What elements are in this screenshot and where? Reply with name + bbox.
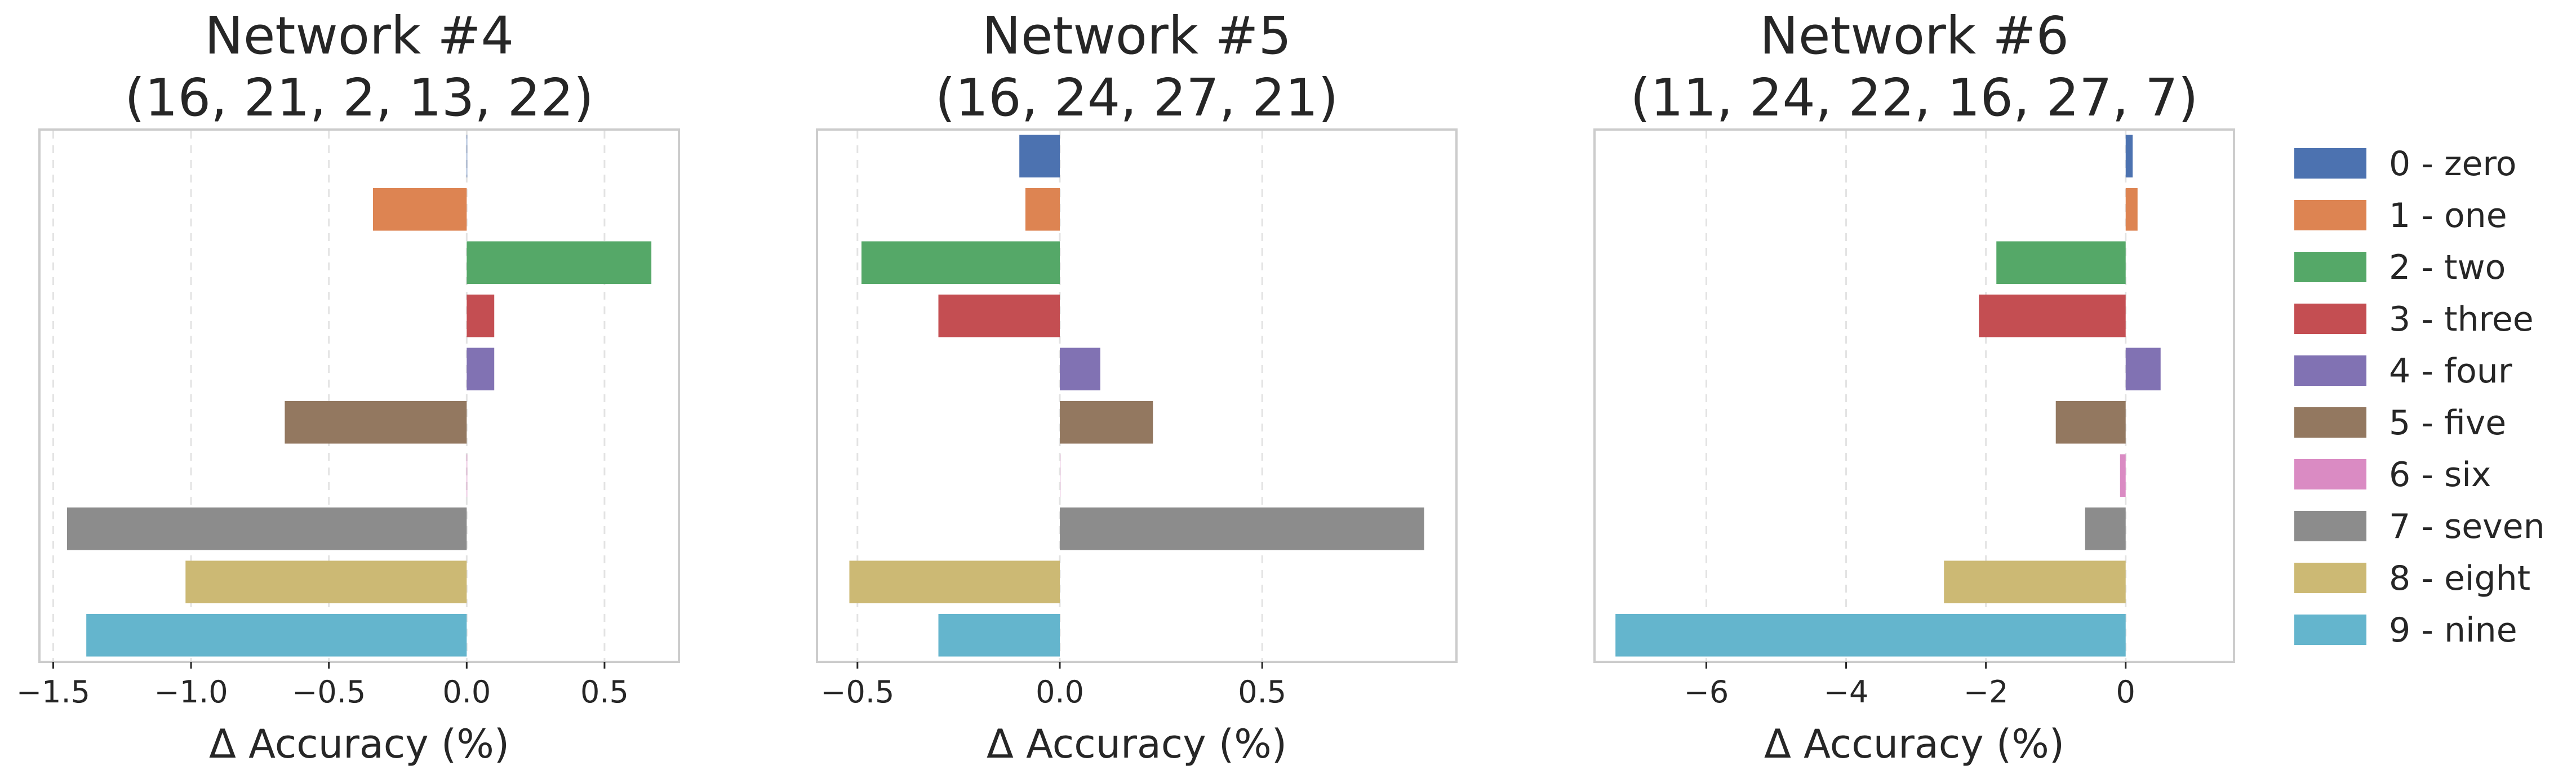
bar-7-seven <box>66 507 467 550</box>
bar-2-two <box>467 241 652 284</box>
panel-2: Network #5(16, 24, 27, 21) −0.5 0.0 0.5 Δ Ac… <box>816 6 1458 767</box>
x-axis-label: Δ Accuracy (%) <box>987 721 1287 767</box>
x-tick-label: −1.5 <box>16 674 90 710</box>
bar-7-seven <box>1060 507 1424 550</box>
bar-3-three <box>467 294 495 337</box>
bar-9-nine <box>938 613 1060 657</box>
x-tick-label: 0.0 <box>1036 674 1084 710</box>
legend-item: 0 - zero <box>2294 144 2516 184</box>
legend-swatch <box>2294 148 2366 179</box>
legend-label: 7 - seven <box>2389 507 2545 546</box>
x-tick-label: −0.5 <box>820 674 894 710</box>
x-tick-label: 0 <box>2116 674 2135 710</box>
legend-swatch <box>2294 200 2366 230</box>
legend-item: 4 - four <box>2294 351 2512 391</box>
bar-7-seven <box>2085 507 2126 550</box>
bar-8-eight <box>185 560 467 604</box>
panel-title-line1: Network #5 <box>982 6 1291 66</box>
legend-label: 1 - one <box>2389 196 2507 235</box>
legend-label: 6 - six <box>2389 455 2491 495</box>
legend-label: 4 - four <box>2389 351 2512 391</box>
legend-swatch <box>2294 511 2366 541</box>
bar-5-five <box>285 400 467 444</box>
bar-3-three <box>938 294 1060 337</box>
x-tick-label: −2 <box>1964 674 2009 710</box>
legend-item: 6 - six <box>2294 455 2491 495</box>
panel-title-line1: Network #6 <box>1760 6 2069 66</box>
chart-panels: Network #4(16, 21, 2, 13, 22) −1.5 −1.0 −0.… <box>16 6 2235 767</box>
legend-label: 9 - nine <box>2389 611 2517 650</box>
x-tick-label: −6 <box>1684 674 1729 710</box>
bar-5-five <box>1060 400 1153 444</box>
legend-swatch <box>2294 355 2366 386</box>
legend-label: 5 - five <box>2389 403 2506 443</box>
bar-9-nine <box>1615 613 2126 657</box>
bar-2-two <box>1996 241 2126 284</box>
legend-label: 8 - eight <box>2389 559 2530 598</box>
x-tick-label: −4 <box>1824 674 1869 710</box>
bar-5-five <box>2055 400 2126 444</box>
legend-item: 5 - five <box>2294 403 2506 443</box>
legend-label: 0 - zero <box>2389 144 2516 184</box>
legend-item: 9 - nine <box>2294 611 2517 650</box>
bar-4-four <box>2125 348 2161 391</box>
x-tick-label: −1.0 <box>154 674 228 710</box>
legend-item: 8 - eight <box>2294 559 2530 598</box>
bar-8-eight <box>1944 560 2126 604</box>
legend-item: 2 - two <box>2294 248 2506 287</box>
bar-0-zero <box>2125 135 2133 178</box>
panel-title-line2: (16, 21, 2, 13, 22) <box>125 68 594 128</box>
legend-item: 7 - seven <box>2294 507 2545 546</box>
bar-1-one <box>2125 188 2138 231</box>
bar-1-one <box>372 188 467 231</box>
legend-label: 3 - three <box>2389 300 2534 339</box>
plot-frame <box>1593 128 2235 663</box>
bar-1-one <box>1025 188 1060 231</box>
legend: 0 - zero 1 - one 2 - two 3 - three 4 - four 5… <box>2294 144 2545 650</box>
legend-item: 1 - one <box>2294 196 2507 235</box>
bar-9-nine <box>86 613 467 657</box>
bar-0-zero <box>1019 135 1060 178</box>
x-tick-label: 0.5 <box>580 674 629 710</box>
x-tick-label: 0.0 <box>442 674 491 710</box>
bar-4-four <box>1060 348 1100 391</box>
legend-label: 2 - two <box>2389 248 2506 287</box>
legend-swatch <box>2294 252 2366 282</box>
panel-title-line2: (11, 24, 22, 16, 27, 7) <box>1630 68 2198 128</box>
legend-swatch <box>2294 563 2366 593</box>
bar-3-three <box>1979 294 2126 337</box>
legend-swatch <box>2294 615 2366 645</box>
legend-swatch <box>2294 304 2366 334</box>
legend-swatch <box>2294 459 2366 489</box>
x-axis-label: Δ Accuracy (%) <box>209 721 509 767</box>
panel-title-line2: (16, 24, 27, 21) <box>935 68 1339 128</box>
panel-title-line1: Network #4 <box>205 6 514 66</box>
panel-1: Network #4(16, 21, 2, 13, 22) −1.5 −1.0 −0.… <box>16 6 680 767</box>
x-axis-label: Δ Accuracy (%) <box>1764 721 2064 767</box>
bar-2-two <box>861 241 1060 284</box>
x-tick-label: −0.5 <box>292 674 366 710</box>
bar-8-eight <box>849 560 1060 604</box>
panel-3: Network #6(11, 24, 22, 16, 27, 7) −6 −4 −2 0… <box>1593 6 2235 767</box>
x-tick-label: 0.5 <box>1238 674 1286 710</box>
bar-4-four <box>467 348 495 391</box>
bar-6-six <box>2120 454 2126 497</box>
legend-item: 3 - three <box>2294 300 2534 339</box>
legend-swatch <box>2294 407 2366 438</box>
